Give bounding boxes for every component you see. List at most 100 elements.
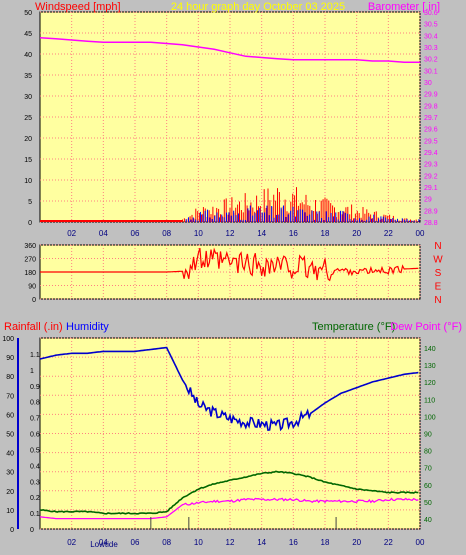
temperature-tick-label: 130 (424, 363, 436, 370)
humidity-tick-label: 100 (2, 336, 14, 343)
x-tick-label: 00 (416, 229, 425, 238)
humidity-tick-label: 0 (10, 527, 14, 534)
x-tick-label: 14 (257, 538, 266, 547)
wind-barometer-panel: 0 5 10 15 20 25 30 35 40 45 50 28.8 28.9 29 29.1 29.2 29… (24, 10, 438, 238)
x-tick-label: 06 (131, 229, 140, 238)
windspeed-tick-label: 15 (24, 157, 32, 164)
x-tick-label: 10 (194, 538, 203, 547)
compass-label: E (435, 282, 442, 293)
rainfall-tick-label: 0.7 (30, 416, 40, 423)
x-tick-label: 16 (289, 229, 298, 238)
footer-label: Lowtide (90, 540, 118, 549)
rainfall-tick-label: 0.6 (30, 432, 40, 439)
barometer-line (39, 36, 420, 63)
direction-tick-label: 360 (24, 243, 36, 250)
windspeed-tick-label: 5 (28, 199, 32, 206)
temperature-tick-label: 100 (424, 414, 436, 421)
windspeed-tick-label: 0 (28, 220, 32, 227)
compass-label: S (435, 268, 442, 279)
humidity-line (39, 346, 419, 432)
barometer-tick-label: 29.1 (424, 185, 438, 192)
rainfall-tick-label: 0.9 (30, 384, 40, 391)
compass-label: W (433, 255, 443, 266)
humidity-tick-label: 40 (6, 451, 14, 458)
humidity-tick-label: 30 (6, 470, 14, 477)
temperature-tick-label: 60 (424, 483, 432, 490)
rainfall-axis-label: Rainfall (.in) (4, 321, 63, 333)
x-tick-label: 06 (131, 538, 140, 547)
barometer-tick-label: 30.3 (424, 45, 438, 52)
x-tick-label: 02 (67, 538, 76, 547)
temperature-tick-label: 110 (424, 397, 435, 404)
barometer-tick-label: 29.2 (424, 173, 438, 180)
barometer-tick-label: 28.8 (424, 220, 438, 227)
rainfall-tick-label: 0.8 (30, 400, 40, 407)
humidity-tick-label: 70 (6, 393, 14, 400)
windspeed-tick-label: 40 (24, 52, 32, 59)
windspeed-tick-label: 10 (24, 178, 32, 185)
barometer-axis-label: Barometer [.in] (368, 1, 440, 13)
humidity-tick-label: 90 (6, 355, 14, 362)
x-tick-label: 16 (289, 538, 298, 547)
x-tick-label: 04 (99, 538, 108, 547)
x-tick-label: 02 (67, 229, 76, 238)
humidity-tick-label: 10 (6, 508, 14, 515)
direction-tick-label: 270 (24, 257, 36, 264)
barometer-tick-label: 29.3 (424, 162, 438, 169)
x-tick-label: 08 (162, 538, 171, 547)
dewpoint-line (39, 497, 419, 520)
windspeed-tick-label: 30 (24, 94, 32, 101)
rainfall-tick-label: 0.1 (30, 511, 40, 518)
temperature-tick-label: 40 (424, 517, 432, 524)
x-tick-label: 18 (321, 229, 330, 238)
x-tick-label: 22 (384, 229, 393, 238)
rainfall-tick-label: 0.2 (30, 495, 40, 502)
temperature-tick-label: 90 (424, 432, 432, 439)
humidity-temperature-panel: 0 10 20 30 40 50 60 70 80 90 10 00 0.1 0.2 0.3 0.4 0.5 0.… (2, 336, 435, 547)
rainfall-tick-label: 0.5 (30, 447, 40, 454)
humidity-tick-label: 60 (6, 412, 14, 419)
direction-tick-label: 180 (24, 270, 36, 277)
barometer-tick-label: 30.5 (424, 22, 438, 29)
x-tick-label: 14 (257, 229, 266, 238)
barometer-tick-label: 29 (424, 197, 432, 204)
barometer-tick-label: 30.6 (424, 10, 438, 17)
x-tick-label: 22 (384, 538, 393, 547)
rainfall-tick-label: 0.3 (30, 479, 40, 486)
temperature-line (39, 470, 419, 515)
x-tick-label: 18 (321, 538, 330, 547)
barometer-tick-label: 30.2 (424, 57, 438, 64)
barometer-tick-label: 29.7 (424, 115, 438, 122)
rainfall-tick-label: 1 (30, 368, 34, 375)
temperature-tick-label: 80 (424, 449, 432, 456)
barometer-tick-label: 29.6 (424, 127, 438, 134)
x-tick-label: 04 (99, 229, 108, 238)
windspeed-tick-label: 45 (24, 31, 32, 38)
humidity-tick-label: 50 (6, 432, 14, 439)
x-tick-label: 00 (416, 538, 425, 547)
x-tick-label: 12 (226, 538, 235, 547)
direction-tick-label: 0 (32, 297, 36, 304)
direction-tick-label: 90 (28, 284, 36, 291)
barometer-tick-label: 30.1 (424, 68, 438, 75)
rainfall-tick-label: 1.1 (30, 352, 40, 359)
windspeed-tick-label: 50 (24, 10, 32, 17)
temperature-tick-label: 70 (424, 466, 432, 473)
barometer-tick-label: 29.9 (424, 92, 438, 99)
barometer-tick-label: 29.4 (424, 150, 438, 157)
compass-label: N (434, 241, 441, 252)
barometer-tick-label: 29.5 (424, 138, 438, 145)
barometer-tick-label: 28.9 (424, 208, 438, 215)
windspeed-tick-label: 20 (24, 136, 32, 143)
x-tick-label: 20 (352, 538, 361, 547)
compass-label: N (434, 295, 441, 306)
temperature-tick-label: 50 (424, 500, 432, 507)
windspeed-tick-label: 35 (24, 73, 32, 80)
humidity-axis-label: Humidity (66, 321, 109, 333)
barometer-tick-label: 30 (424, 80, 432, 87)
rainfall-tick-label: 0.4 (30, 463, 40, 470)
temperature-axis-label: Temperature (°F) (312, 321, 395, 333)
x-tick-label: 20 (352, 229, 361, 238)
